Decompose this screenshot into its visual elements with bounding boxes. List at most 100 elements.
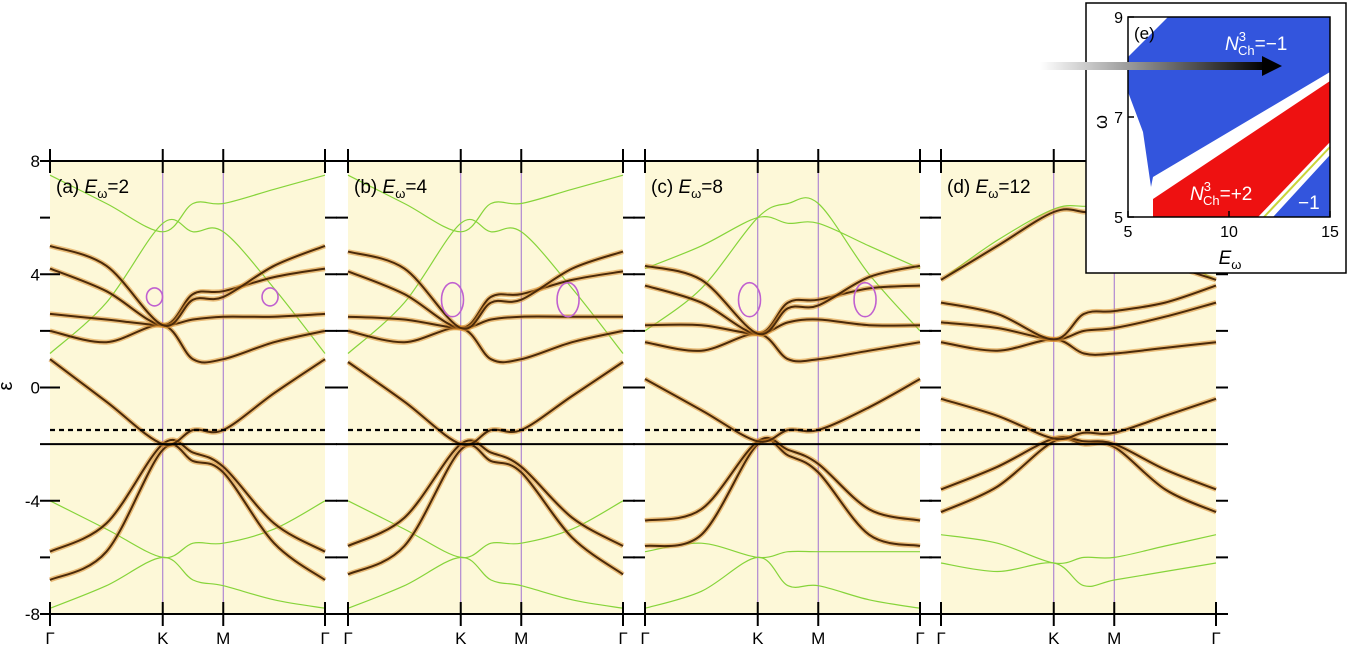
arrow-shaft bbox=[1040, 62, 1265, 70]
panel-letter: (a) bbox=[56, 177, 85, 198]
phase-x-tick-label: 10 bbox=[1220, 224, 1238, 241]
band-panel-d: Γ K M Γ (d) Eω=12 bbox=[929, 149, 1228, 648]
region-red bbox=[1153, 81, 1330, 217]
phase-y-axis-title: ω bbox=[1091, 115, 1111, 129]
band-panel-a: Γ K M Γ (a) Eω=2 bbox=[40, 149, 337, 648]
k-tick-label: Γ bbox=[936, 629, 945, 648]
floquet-band-3 bbox=[347, 361, 624, 446]
floquet-band-3 bbox=[49, 358, 326, 446]
e-symbol: E bbox=[678, 177, 691, 198]
n-superscript: 3 bbox=[1204, 179, 1211, 194]
arrow-head bbox=[1262, 56, 1282, 76]
panel-letter: (c) bbox=[651, 177, 678, 198]
replica-band-2 bbox=[940, 534, 1217, 565]
phase-y-tick-label: 9 bbox=[1114, 10, 1123, 27]
n-superscript: 3 bbox=[1239, 29, 1246, 44]
floquet-band-3 bbox=[940, 397, 1217, 441]
e-value: =4 bbox=[405, 177, 427, 198]
floquet-band-4 bbox=[347, 326, 624, 364]
floquet-band-7 bbox=[49, 244, 326, 327]
k-tick-label: M bbox=[216, 629, 230, 648]
replica-band-3 bbox=[644, 542, 920, 559]
floquet-band-5 bbox=[347, 315, 623, 330]
replica-band-1 bbox=[347, 174, 624, 233]
k-tick-label: Γ bbox=[618, 629, 627, 648]
highlight-circle-1 bbox=[737, 281, 762, 318]
floquet-band-6 bbox=[940, 284, 1217, 341]
replica-band-2 bbox=[347, 218, 624, 354]
panel-background bbox=[348, 161, 623, 614]
floquet-band-1 bbox=[49, 443, 326, 581]
replica-band-1 bbox=[644, 216, 921, 270]
region-blue-upper bbox=[1128, 17, 1330, 187]
phase-y-tick-label: 5 bbox=[1114, 210, 1123, 227]
n-symbol: N bbox=[1190, 184, 1204, 205]
band-panels: Γ K M Γ(a) Eω=2Γ K M Γ(b) Eω=4Γ K M Γ(c) Eω=8Γ K M Γ… bbox=[40, 149, 1228, 648]
floquet-band-5 bbox=[49, 312, 326, 327]
floquet-band-4 bbox=[49, 324, 326, 364]
panel-letter: (b) bbox=[354, 177, 383, 198]
panel-label: (c) Eω=8 bbox=[651, 177, 723, 201]
region-label-red: N3 Ch=+2 bbox=[1190, 179, 1252, 208]
floquet-band-4 bbox=[644, 332, 921, 363]
band-panel-c: Γ K M Γ (c) Eω=8 bbox=[633, 149, 932, 648]
replica-band-3 bbox=[940, 562, 1217, 587]
y-tick-label: 8 bbox=[31, 152, 40, 171]
e-value: =2 bbox=[107, 177, 129, 198]
panel-label: (a) Eω=2 bbox=[56, 177, 129, 201]
e-subscript: ω bbox=[691, 186, 701, 201]
phase-panel-label: (e) bbox=[1134, 24, 1155, 43]
e-subscript: ω bbox=[988, 186, 998, 201]
e-symbol: E bbox=[383, 177, 396, 198]
n-symbol: N bbox=[1225, 34, 1239, 55]
y-tick-label: -4 bbox=[25, 492, 40, 511]
k-tick-label: Γ bbox=[915, 629, 924, 648]
n-value: =+2 bbox=[1220, 184, 1253, 205]
floquet-band-1 bbox=[644, 438, 921, 548]
k-tick-label: K bbox=[1048, 629, 1060, 648]
e-symbol: E bbox=[976, 177, 989, 198]
floquet-band-5 bbox=[940, 301, 1217, 341]
phase-y-tick-label: 7 bbox=[1114, 110, 1123, 127]
k-tick-label: K bbox=[752, 629, 764, 648]
k-tick-label: Γ bbox=[45, 629, 54, 648]
floquet-band-6 bbox=[347, 270, 624, 330]
k-tick-label: K bbox=[157, 629, 169, 648]
e-subscript: ω bbox=[97, 186, 107, 201]
y-tick-label: 4 bbox=[31, 265, 40, 284]
region-label-blue: N3 Ch=−1 bbox=[1225, 29, 1287, 58]
k-tick-label: Γ bbox=[640, 629, 649, 648]
floquet-band-4 bbox=[940, 338, 1217, 356]
floquet-band-7 bbox=[347, 250, 624, 330]
floquet-band-7 bbox=[644, 264, 921, 336]
replica-band-4 bbox=[644, 556, 921, 609]
floquet-band-2 bbox=[347, 439, 624, 547]
replica-band-1 bbox=[49, 174, 326, 233]
n-value: =−1 bbox=[1255, 34, 1288, 55]
highlight-circle-1 bbox=[440, 281, 465, 318]
k-tick-label: M bbox=[1107, 629, 1121, 648]
k-tick-label: M bbox=[514, 629, 528, 648]
floquet-band-6 bbox=[49, 267, 326, 327]
highlight-circle-2 bbox=[261, 287, 279, 307]
floquet-band-2 bbox=[644, 436, 921, 522]
k-tick-label: K bbox=[455, 629, 467, 648]
phase-x-tick-label: 5 bbox=[1124, 224, 1133, 241]
replica-band-4 bbox=[347, 556, 624, 609]
highlight-circle-2 bbox=[556, 281, 580, 318]
replica-band-3 bbox=[347, 500, 624, 559]
phase-x-symbol: E bbox=[1219, 248, 1232, 269]
n-subscript: Ch bbox=[1203, 193, 1220, 208]
y-tick-label: 0 bbox=[31, 379, 40, 398]
floquet-band-5 bbox=[644, 318, 921, 335]
panel-label: (b) Eω=4 bbox=[354, 177, 427, 201]
k-tick-label: Γ bbox=[1211, 629, 1220, 648]
y-axis-title: ε bbox=[0, 381, 17, 390]
shared-y-axis: 8 4 0 -4 -8 ε bbox=[0, 152, 40, 624]
e-symbol: E bbox=[85, 177, 98, 198]
e-subscript: ω bbox=[395, 186, 405, 201]
panel-letter: (d) bbox=[947, 177, 976, 198]
panel-background bbox=[645, 161, 920, 614]
panel-label: (d) Eω=12 bbox=[947, 177, 1031, 201]
